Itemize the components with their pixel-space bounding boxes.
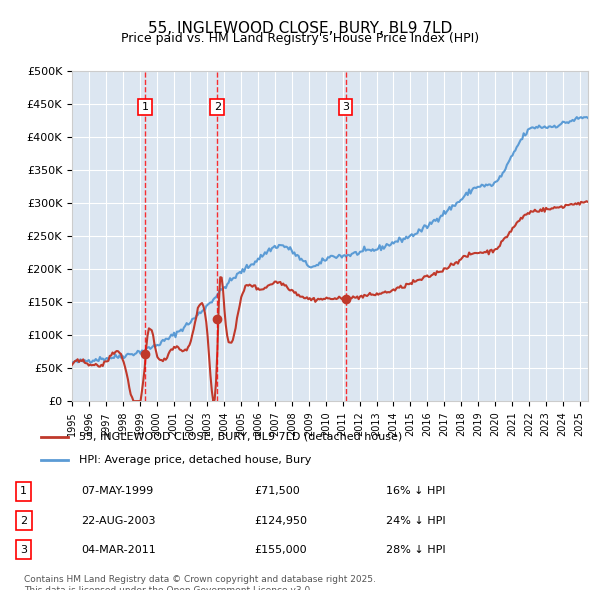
Text: 24% ↓ HPI: 24% ↓ HPI — [386, 516, 446, 526]
Text: 3: 3 — [342, 102, 349, 112]
Text: 55, INGLEWOOD CLOSE, BURY, BL9 7LD: 55, INGLEWOOD CLOSE, BURY, BL9 7LD — [148, 21, 452, 35]
Text: 2: 2 — [214, 102, 221, 112]
Text: £155,000: £155,000 — [254, 545, 307, 555]
Text: 28% ↓ HPI: 28% ↓ HPI — [386, 545, 446, 555]
Text: 16% ↓ HPI: 16% ↓ HPI — [386, 486, 446, 496]
Text: £124,950: £124,950 — [254, 516, 307, 526]
Text: 07-MAY-1999: 07-MAY-1999 — [81, 486, 154, 496]
Text: Contains HM Land Registry data © Crown copyright and database right 2025.
This d: Contains HM Land Registry data © Crown c… — [24, 575, 376, 590]
Text: 2: 2 — [20, 516, 27, 526]
Text: 3: 3 — [20, 545, 27, 555]
Text: 22-AUG-2003: 22-AUG-2003 — [81, 516, 155, 526]
Text: 1: 1 — [20, 486, 27, 496]
Text: HPI: Average price, detached house, Bury: HPI: Average price, detached house, Bury — [79, 455, 311, 465]
Text: Price paid vs. HM Land Registry's House Price Index (HPI): Price paid vs. HM Land Registry's House … — [121, 32, 479, 45]
Text: 55, INGLEWOOD CLOSE, BURY, BL9 7LD (detached house): 55, INGLEWOOD CLOSE, BURY, BL9 7LD (deta… — [79, 432, 402, 442]
Text: 1: 1 — [142, 102, 149, 112]
Text: £71,500: £71,500 — [254, 486, 299, 496]
Text: 04-MAR-2011: 04-MAR-2011 — [81, 545, 156, 555]
